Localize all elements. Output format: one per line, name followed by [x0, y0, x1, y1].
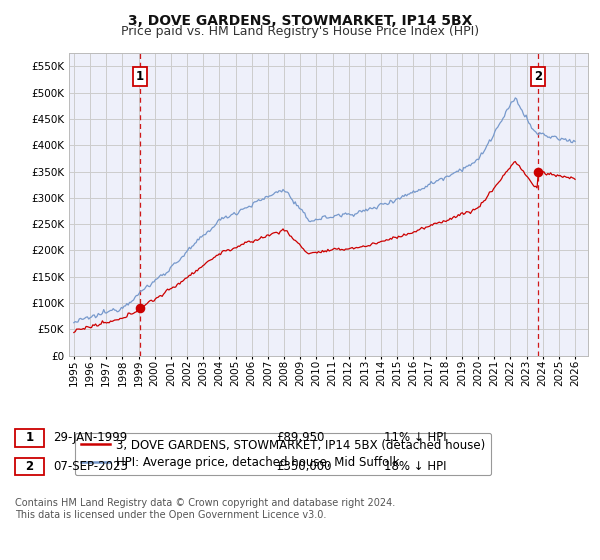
Text: 2: 2 — [533, 71, 542, 83]
Text: 1: 1 — [25, 431, 34, 445]
Text: 29-JAN-1999: 29-JAN-1999 — [53, 431, 127, 445]
Text: 3, DOVE GARDENS, STOWMARKET, IP14 5BX: 3, DOVE GARDENS, STOWMARKET, IP14 5BX — [128, 14, 472, 28]
Text: 07-SEP-2023: 07-SEP-2023 — [53, 460, 128, 473]
Text: 1: 1 — [136, 71, 144, 83]
Point — [135, 304, 145, 313]
Text: 11% ↓ HPI: 11% ↓ HPI — [384, 431, 446, 445]
Text: Price paid vs. HM Land Registry's House Price Index (HPI): Price paid vs. HM Land Registry's House … — [121, 25, 479, 38]
Legend: 3, DOVE GARDENS, STOWMARKET, IP14 5BX (detached house), HPI: Average price, deta: 3, DOVE GARDENS, STOWMARKET, IP14 5BX (d… — [75, 433, 491, 475]
Text: £89,950: £89,950 — [276, 431, 325, 445]
Text: Contains HM Land Registry data © Crown copyright and database right 2024.
This d: Contains HM Land Registry data © Crown c… — [15, 498, 395, 520]
Text: £350,000: £350,000 — [276, 460, 331, 473]
Text: 18% ↓ HPI: 18% ↓ HPI — [384, 460, 446, 473]
Text: 2: 2 — [25, 460, 34, 473]
Point — [533, 167, 542, 176]
